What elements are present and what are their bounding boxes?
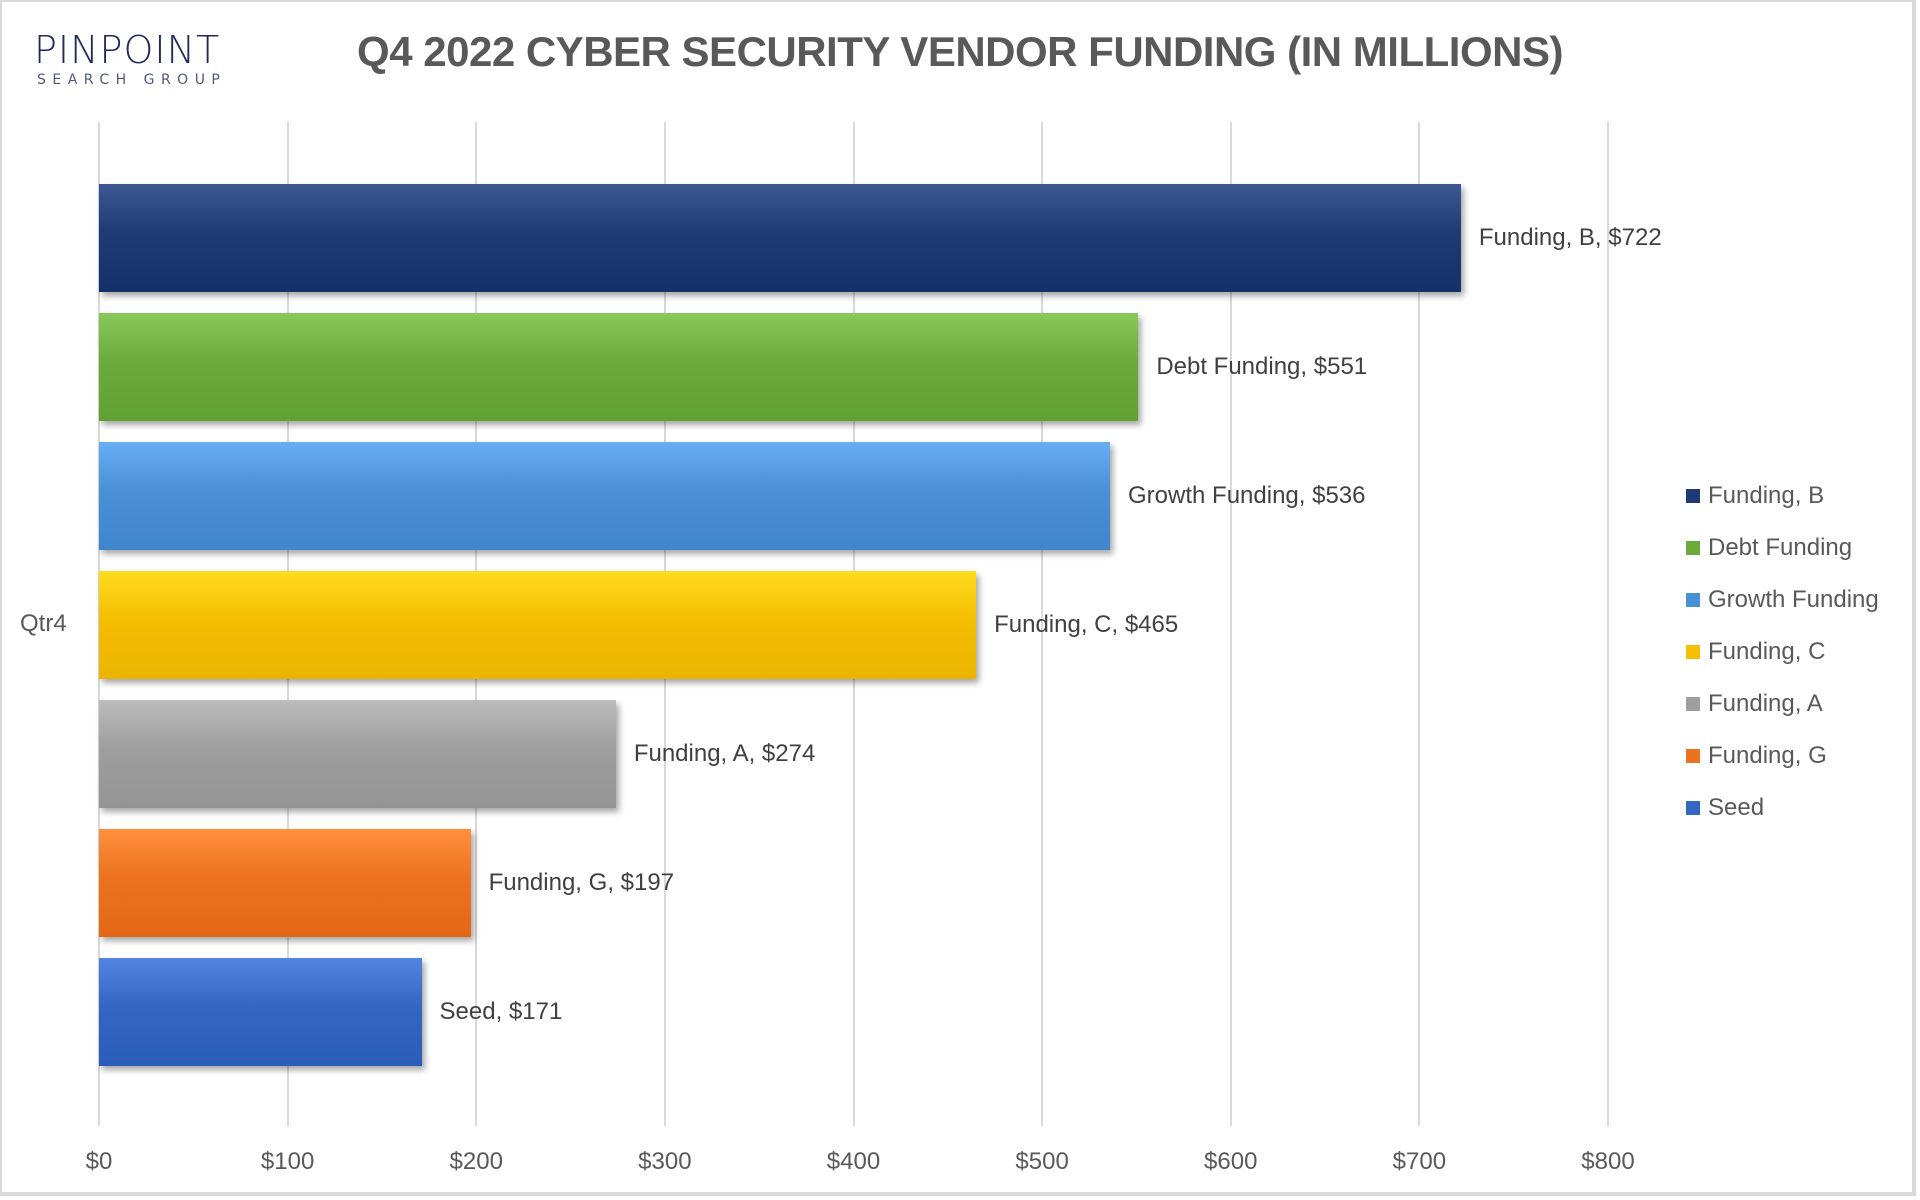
legend-swatch-icon [1686,541,1700,555]
legend: Funding, B Debt Funding Growth Funding Fund… [1686,470,1879,834]
x-tick-label: $200 [449,1148,503,1175]
legend-label: Growth Funding [1708,586,1879,613]
gridline [1229,122,1232,1126]
logo-sub-text: SEARCH GROUP [37,72,227,88]
x-tick-label: $700 [1392,1148,1447,1175]
data-label: Growth Funding, $536 [1128,482,1366,509]
bar-funding-c[interactable] [99,571,977,679]
x-tick-label: $400 [826,1148,881,1175]
x-tick-label: $600 [1204,1148,1258,1175]
legend-swatch-icon [1686,697,1700,711]
x-tick-label: $800 [1581,1148,1635,1175]
data-label: Funding, B, $722 [1478,224,1662,251]
bar-funding-g[interactable] [99,829,471,937]
legend-item[interactable]: Debt Funding [1686,522,1879,574]
legend-label: Funding, A [1708,690,1823,717]
legend-label: Funding, B [1708,482,1825,509]
legend-swatch-icon [1686,801,1700,815]
data-label: Seed, $171 [439,998,563,1025]
legend-label: Funding, C [1708,638,1826,665]
bar-funding-b[interactable] [99,184,1461,292]
gridline [1041,122,1044,1126]
x-tick-label: $500 [1015,1148,1069,1175]
data-label: Debt Funding, $551 [1156,353,1368,380]
data-label: Funding, A, $274 [633,740,816,767]
gridline [1607,122,1609,1126]
legend-item[interactable]: Seed [1686,782,1879,834]
legend-swatch-icon [1686,645,1700,659]
legend-label: Seed [1708,794,1765,821]
legend-label: Debt Funding [1708,534,1853,561]
bar-funding-a[interactable] [99,700,616,808]
legend-item[interactable]: Growth Funding [1686,574,1879,626]
data-label: Funding, G, $197 [488,869,675,896]
legend-item[interactable]: Funding, B [1686,470,1879,522]
data-label: Funding, C, $465 [994,611,1179,638]
category-label: Qtr4 [20,610,67,637]
x-tick-label: $0 [85,1148,113,1175]
legend-item[interactable]: Funding, A [1686,678,1879,730]
chart-title: Q4 2022 CYBER SECURITY VENDOR FUNDING (I… [357,28,1563,75]
legend-item[interactable]: Funding, C [1686,626,1879,678]
bar-debt-funding[interactable] [99,313,1139,421]
pinpoint-logo: PINPOINT SEARCH GROUP [34,30,234,88]
legend-swatch-icon [1686,749,1700,763]
legend-swatch-icon [1686,593,1700,607]
legend-item[interactable]: Funding, G [1686,730,1879,782]
legend-swatch-icon [1686,489,1700,503]
x-tick-label: $100 [260,1148,315,1175]
bar-seed[interactable] [99,958,422,1066]
gridline [1418,122,1421,1126]
bar-growth-funding[interactable] [99,442,1111,550]
logo-main-text: PINPOINT [34,28,221,72]
legend-label: Funding, G [1708,742,1827,769]
x-tick-label: $300 [638,1148,692,1175]
